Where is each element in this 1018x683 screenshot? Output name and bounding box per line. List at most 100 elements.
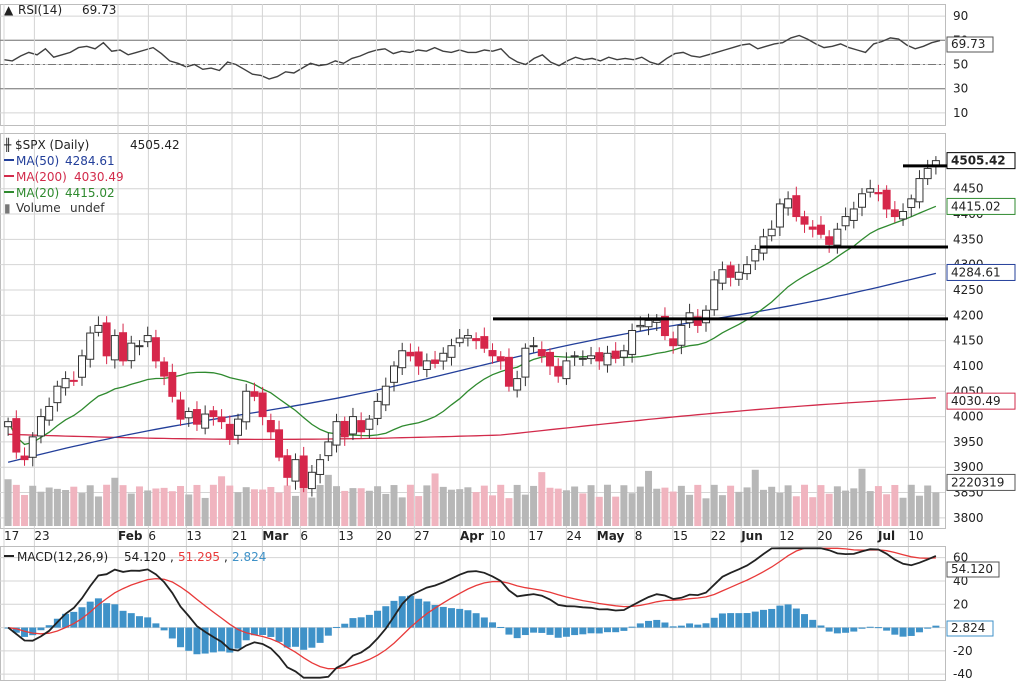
histogram-bar	[250, 627, 258, 636]
macd-tick-label: -40	[953, 667, 973, 681]
candle-body	[258, 392, 267, 418]
candle-body	[135, 345, 144, 348]
volume-bar	[554, 488, 562, 526]
histogram-bar	[743, 613, 751, 628]
volume-bar	[201, 497, 209, 526]
volume-bar	[784, 485, 792, 526]
candle-body	[693, 316, 702, 326]
candle-body	[554, 366, 563, 377]
histogram-bar	[357, 617, 365, 628]
histogram-bar	[915, 627, 923, 633]
volume-bar	[70, 486, 78, 526]
x-tick-label: 26	[848, 529, 863, 543]
rsi-legend-value: 69.73	[82, 3, 116, 17]
volume-bar	[456, 489, 464, 526]
histogram-bar	[645, 620, 653, 628]
candle-body	[242, 390, 251, 423]
price-tick-label: 4000	[953, 410, 984, 424]
volume-bar	[858, 468, 866, 526]
candle-body	[348, 416, 357, 435]
histogram-bar	[439, 606, 447, 628]
candle-body	[12, 418, 21, 453]
volume-bar	[801, 484, 809, 526]
histogram-bar	[398, 596, 406, 628]
histogram-bar	[751, 611, 759, 628]
candle-body	[250, 391, 259, 397]
price-tick-label: 4150	[953, 334, 984, 348]
candle-body	[546, 351, 554, 367]
x-tick-label: 10	[908, 529, 923, 543]
volume-bar	[768, 486, 776, 526]
volume-bar	[776, 492, 784, 526]
histogram-bar	[226, 627, 234, 653]
volume-bar	[735, 491, 743, 526]
candle-body	[102, 322, 111, 357]
candle-body	[209, 410, 218, 418]
volume-bar	[645, 470, 653, 526]
candle-body	[36, 416, 45, 437]
x-tick-label: May	[597, 529, 625, 543]
rsi-current-label: 69.73	[951, 37, 985, 51]
volume-bar	[546, 487, 554, 526]
volume-bar	[718, 495, 726, 526]
volume-bar	[357, 488, 365, 526]
volume-bar	[390, 485, 398, 526]
candle-body	[849, 208, 858, 221]
volume-bar	[833, 486, 841, 526]
volume-bar	[891, 484, 899, 526]
candle-body	[480, 336, 489, 349]
volume-bar	[209, 484, 217, 526]
histogram-bar	[702, 623, 710, 628]
histogram-bar	[21, 627, 29, 637]
candle-body	[611, 350, 620, 359]
histogram-bar	[661, 622, 669, 628]
volume-bar	[111, 477, 119, 526]
rsi-panel: 9070503010 ▲ RSI(14) 69.73 69.73	[0, 3, 994, 126]
volume-bar	[743, 487, 751, 526]
volume-bar	[653, 488, 661, 526]
histogram-bar	[686, 623, 694, 628]
histogram-bar	[291, 627, 299, 647]
spx-icon: ╫	[3, 137, 12, 152]
volume-bar	[185, 494, 193, 526]
volume-bar	[431, 473, 439, 526]
histogram-bar	[209, 627, 217, 653]
volume-bar	[464, 487, 472, 526]
candle-body	[398, 350, 407, 369]
rsi-tick-label: 30	[953, 82, 968, 96]
volume-bar	[899, 497, 907, 526]
volume-bar	[300, 484, 308, 526]
candle-body	[529, 345, 538, 348]
histogram-bar	[546, 627, 554, 635]
candle-body	[414, 351, 423, 367]
candle-body	[4, 421, 13, 428]
rsi-tick-label: 90	[953, 9, 968, 23]
volume-bar	[374, 486, 382, 526]
volume-bar	[78, 493, 86, 526]
candle-body	[677, 324, 686, 346]
candle-body	[915, 178, 924, 203]
x-tick-label: 17	[528, 529, 543, 543]
candle-body	[217, 416, 226, 423]
price-tag-box	[946, 152, 1016, 170]
spx-legend-name: $SPX (Daily)	[15, 138, 89, 152]
rsi-tick-label: 50	[953, 58, 968, 72]
candle-body	[513, 378, 522, 391]
histogram-bar	[677, 625, 685, 628]
histogram-bar	[784, 604, 792, 628]
histogram-bar	[530, 627, 538, 633]
candle-body	[652, 319, 661, 323]
histogram-bar	[513, 627, 521, 639]
x-tick-label: 22	[711, 529, 726, 543]
volume-bar	[308, 497, 316, 526]
candle-body	[176, 399, 185, 420]
volume-bar	[168, 491, 176, 526]
ma50-legend-value: 4284.61	[65, 154, 115, 168]
volume-bar	[850, 488, 858, 526]
candle-body	[422, 360, 431, 370]
histogram-bar	[218, 627, 226, 652]
volume-bar	[275, 492, 283, 526]
volume-bar	[283, 485, 291, 526]
macd-tick-label: 20	[953, 597, 968, 611]
x-tick-label: Apr	[460, 529, 484, 543]
